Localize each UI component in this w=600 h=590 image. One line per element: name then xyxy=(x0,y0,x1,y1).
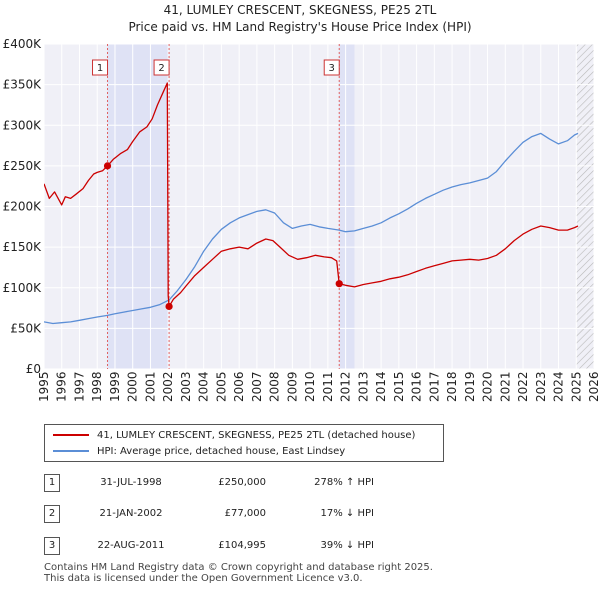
sale-point xyxy=(103,162,112,170)
x-tick-label: 2017 xyxy=(427,371,441,402)
x-tick-label: 2026 xyxy=(587,371,600,402)
x-tick-label: 2005 xyxy=(214,371,228,402)
x-tick-label: 2007 xyxy=(250,371,264,402)
x-tick-label: 1997 xyxy=(72,371,86,402)
transaction-number: 1 xyxy=(44,474,60,492)
x-tick-label: 2014 xyxy=(374,371,388,402)
x-tick-label: 2019 xyxy=(463,371,477,402)
x-tick-label: 1999 xyxy=(108,371,122,402)
x-tick-label: 2020 xyxy=(481,371,495,402)
transaction-date: 31-JUL-1998 xyxy=(100,477,162,488)
y-tick-label: £300K xyxy=(3,118,43,132)
sale-point xyxy=(165,302,173,311)
x-tick-label: 2001 xyxy=(143,371,157,402)
transaction-date: 22-AUG-2011 xyxy=(97,540,165,551)
x-tick-label: 2011 xyxy=(321,371,335,402)
hpi-series-line xyxy=(44,132,579,325)
x-tick-label: 2000 xyxy=(126,371,140,402)
x-tick-label: 1996 xyxy=(55,371,69,402)
x-tick-label: 2016 xyxy=(410,371,424,402)
legend-swatch-blue xyxy=(53,450,89,452)
x-tick-label: 2022 xyxy=(516,371,530,402)
legend-label-property: 41, LUMLEY CRESCENT, SKEGNESS, PE25 2TL … xyxy=(97,429,416,441)
y-tick-label: £350K xyxy=(3,78,43,92)
marker-box xyxy=(153,59,170,76)
x-tick-label: 1998 xyxy=(90,371,104,402)
x-tick-label: 2003 xyxy=(179,371,193,402)
x-tick-label: 2002 xyxy=(161,371,175,402)
price-chart: 1 2 3 £0 £50K £100K £150K £200K £250K £300K £350K £… xyxy=(3,37,600,402)
x-tick-label: 2018 xyxy=(445,371,459,402)
marker-label: 3 xyxy=(329,63,335,74)
legend-item-property: 41, LUMLEY CRESCENT, SKEGNESS, PE25 2TL … xyxy=(53,428,415,442)
y-tick-label: £200K xyxy=(3,200,43,214)
transaction-hpi: 39% ↓ HPI xyxy=(320,540,374,551)
x-tick-label: 2021 xyxy=(498,371,512,402)
x-tick-label: 1995 xyxy=(37,371,51,402)
legend: 41, LUMLEY CRESCENT, SKEGNESS, PE25 2TL … xyxy=(44,424,444,462)
transaction-hpi: 17% ↓ HPI xyxy=(320,508,374,519)
y-tick-label: £0 xyxy=(26,362,41,376)
legend-item-hpi: HPI: Average price, detached house, East… xyxy=(53,444,345,458)
x-tick-label: 2015 xyxy=(392,371,406,402)
transaction-price: £104,995 xyxy=(218,540,266,551)
x-tick-label: 2010 xyxy=(303,371,317,402)
transaction-number: 3 xyxy=(44,537,60,555)
table-row: 2 21-JAN-2002 £77,000 17% ↓ HPI xyxy=(44,505,404,525)
y-tick-label: £250K xyxy=(3,159,43,173)
x-tick-label: 2012 xyxy=(339,371,353,402)
y-tick-label: £400K xyxy=(3,37,43,51)
x-tick-label: 2006 xyxy=(232,371,246,402)
marker-label: 2 xyxy=(158,63,164,74)
footer-copyright: Contains HM Land Registry data © Crown c… xyxy=(44,562,433,573)
sale-point xyxy=(335,280,343,288)
transaction-price: £250,000 xyxy=(218,477,266,488)
chart-subtitle: Price paid vs. HM Land Registry's House … xyxy=(128,20,472,34)
chart-title: 41, LUMLEY CRESCENT, SKEGNESS, PE25 2TL xyxy=(163,3,437,17)
x-tick-label: 2008 xyxy=(268,371,282,402)
transaction-price: £77,000 xyxy=(224,508,266,519)
x-tick-label: 2009 xyxy=(285,371,299,402)
transaction-date: 21-JAN-2002 xyxy=(99,508,163,519)
footer-license: This data is licensed under the Open Gov… xyxy=(44,573,363,584)
x-tick-label: 2024 xyxy=(552,371,566,402)
y-tick-label: £100K xyxy=(3,281,43,295)
x-tick-label: 2013 xyxy=(356,371,370,402)
x-tick-label: 2025 xyxy=(569,371,583,402)
legend-label-hpi: HPI: Average price, detached house, East… xyxy=(97,445,346,457)
legend-swatch-red xyxy=(53,434,89,436)
marker-box xyxy=(323,59,340,76)
transaction-hpi: 278% ↑ HPI xyxy=(314,477,374,488)
transaction-number: 2 xyxy=(44,505,60,523)
marker-label: 1 xyxy=(97,63,103,74)
y-tick-label: £50K xyxy=(10,321,42,335)
table-row: 3 22-AUG-2011 £104,995 39% ↓ HPI xyxy=(44,537,404,557)
x-tick-label: 2023 xyxy=(534,371,548,402)
y-tick-label: £150K xyxy=(3,240,43,254)
x-tick-label: 2004 xyxy=(197,371,211,402)
table-row: 1 31-JUL-1998 £250,000 278% ↑ HPI xyxy=(44,474,404,494)
marker-box xyxy=(92,59,109,76)
